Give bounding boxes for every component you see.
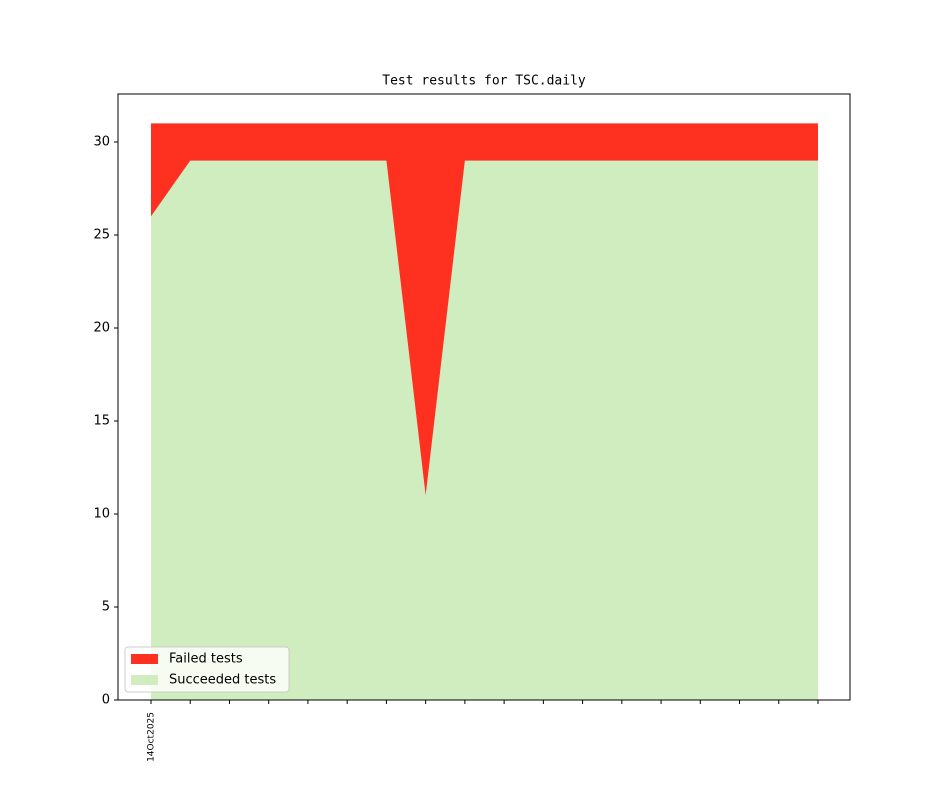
y-tick-label: 15 [93,413,110,428]
y-tick-label: 0 [102,693,110,708]
area [151,160,818,700]
y-tick-label: 10 [93,506,110,521]
legend: Failed tests Succeeded tests [124,646,290,693]
legend-swatch [131,654,158,664]
area [151,123,818,496]
legend-label: Failed tests [169,652,243,667]
y-tick-label: 25 [93,227,110,242]
plot-frame [117,93,851,701]
legend-swatch [131,675,158,685]
x-tick-label: 14Oct2025 [147,712,157,762]
legend-label: Succeeded tests [169,673,276,688]
legend-frame [124,646,290,693]
chart-title: Test results for TSC.daily [382,74,586,89]
y-tick-label: 20 [93,320,110,335]
y-tick-label: 5 [102,599,110,614]
y-tick-label: 30 [93,134,110,149]
